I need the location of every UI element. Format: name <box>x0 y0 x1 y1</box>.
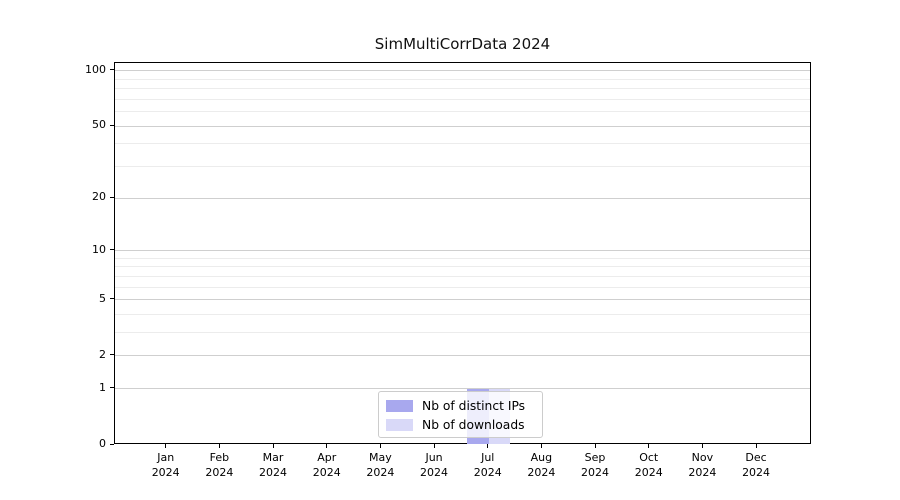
y-tick-mark <box>110 196 114 198</box>
y-minor-gridline <box>115 98 810 100</box>
x-tick-label: Sep 2024 <box>568 450 622 480</box>
x-tick-mark <box>594 444 596 448</box>
y-tick-mark <box>110 387 114 389</box>
y-tick-label: 20 <box>92 190 106 204</box>
chart-title: SimMultiCorrData 2024 <box>374 35 551 53</box>
x-tick-year: 2024 <box>634 466 663 479</box>
x-tick-month: Jul <box>481 451 495 464</box>
y-tick-label: 50 <box>92 118 106 132</box>
legend-item: Nb of distinct IPs <box>386 396 536 415</box>
y-major-gridline <box>115 197 810 199</box>
x-tick-label: Jun 2024 <box>407 450 461 480</box>
x-tick-month: Oct <box>639 451 659 464</box>
x-tick-mark <box>648 444 650 448</box>
y-tick-label: 10 <box>92 242 106 256</box>
y-minor-gridline <box>115 111 810 113</box>
x-tick-mark <box>165 444 167 448</box>
y-minor-gridline <box>115 275 810 277</box>
y-major-gridline <box>115 388 810 390</box>
plot-area <box>114 62 811 444</box>
y-tick-label: 1 <box>99 380 106 394</box>
y-minor-gridline <box>115 143 810 145</box>
x-tick-year: 2024 <box>151 466 180 479</box>
legend-item: Nb of downloads <box>386 415 536 434</box>
x-tick-year: 2024 <box>688 466 717 479</box>
y-tick-mark <box>110 69 114 71</box>
y-minor-gridline <box>115 88 810 90</box>
x-tick-label: Aug 2024 <box>514 450 568 480</box>
x-tick-month: Nov <box>691 451 714 464</box>
x-tick-month: Dec <box>745 451 767 464</box>
y-major-gridline <box>115 125 810 127</box>
x-tick-mark <box>326 444 328 448</box>
y-major-gridline <box>115 355 810 357</box>
x-tick-mark <box>433 444 435 448</box>
legend-item-label: Nb of downloads <box>422 417 525 432</box>
x-tick-label: Mar 2024 <box>246 450 300 480</box>
x-tick-month: May <box>369 451 392 464</box>
y-minor-gridline <box>115 165 810 167</box>
legend-swatch <box>386 418 413 431</box>
x-tick-month: Mar <box>262 451 284 464</box>
x-tick-label: May 2024 <box>353 450 407 480</box>
x-tick-year: 2024 <box>366 466 395 479</box>
x-tick-mark <box>487 444 489 448</box>
y-minor-gridline <box>115 313 810 315</box>
x-tick-year: 2024 <box>205 466 234 479</box>
y-tick-mark <box>110 443 114 445</box>
x-tick-mark <box>755 444 757 448</box>
x-tick-month: Sep <box>584 451 606 464</box>
x-tick-month: Jan <box>157 451 175 464</box>
y-tick-label: 5 <box>99 291 106 305</box>
y-minor-gridline <box>115 257 810 259</box>
y-tick-label: 100 <box>85 62 106 76</box>
x-tick-label: Jul 2024 <box>461 450 515 480</box>
x-tick-label: Oct 2024 <box>622 450 676 480</box>
x-tick-mark <box>218 444 220 448</box>
y-tick-mark <box>110 124 114 126</box>
x-tick-label: Dec 2024 <box>729 450 783 480</box>
y-minor-gridline <box>115 286 810 288</box>
x-tick-month: Jun <box>425 451 443 464</box>
x-tick-mark <box>701 444 703 448</box>
x-tick-month: Aug <box>530 451 553 464</box>
x-tick-label: Apr 2024 <box>300 450 354 480</box>
legend-swatch <box>386 399 413 412</box>
x-tick-year: 2024 <box>742 466 771 479</box>
x-tick-mark <box>272 444 274 448</box>
x-tick-year: 2024 <box>259 466 288 479</box>
y-tick-label: 2 <box>99 347 106 361</box>
y-tick-mark <box>110 249 114 250</box>
x-tick-mark <box>540 444 542 448</box>
y-minor-gridline <box>115 266 810 268</box>
x-tick-mark <box>379 444 381 448</box>
x-tick-label: Nov 2024 <box>675 450 729 480</box>
y-tick-mark <box>110 298 114 300</box>
y-minor-gridline <box>115 332 810 334</box>
x-tick-year: 2024 <box>312 466 341 479</box>
x-tick-month: Feb <box>209 451 230 464</box>
y-major-gridline <box>115 70 810 72</box>
x-tick-year: 2024 <box>527 466 556 479</box>
y-major-gridline <box>115 250 810 251</box>
legend-item-label: Nb of distinct IPs <box>422 398 526 413</box>
y-tick-label: 0 <box>99 437 106 450</box>
legend: Nb of distinct IPs Nb of downloads <box>378 391 543 438</box>
x-tick-label: Jan 2024 <box>139 450 193 480</box>
y-tick-mark <box>110 354 114 356</box>
y-minor-gridline <box>115 78 810 80</box>
y-major-gridline <box>115 299 810 301</box>
x-tick-year: 2024 <box>581 466 610 479</box>
x-tick-year: 2024 <box>473 466 502 479</box>
x-tick-month: Apr <box>317 451 337 464</box>
x-tick-label: Feb 2024 <box>192 450 246 480</box>
x-tick-year: 2024 <box>420 466 449 479</box>
